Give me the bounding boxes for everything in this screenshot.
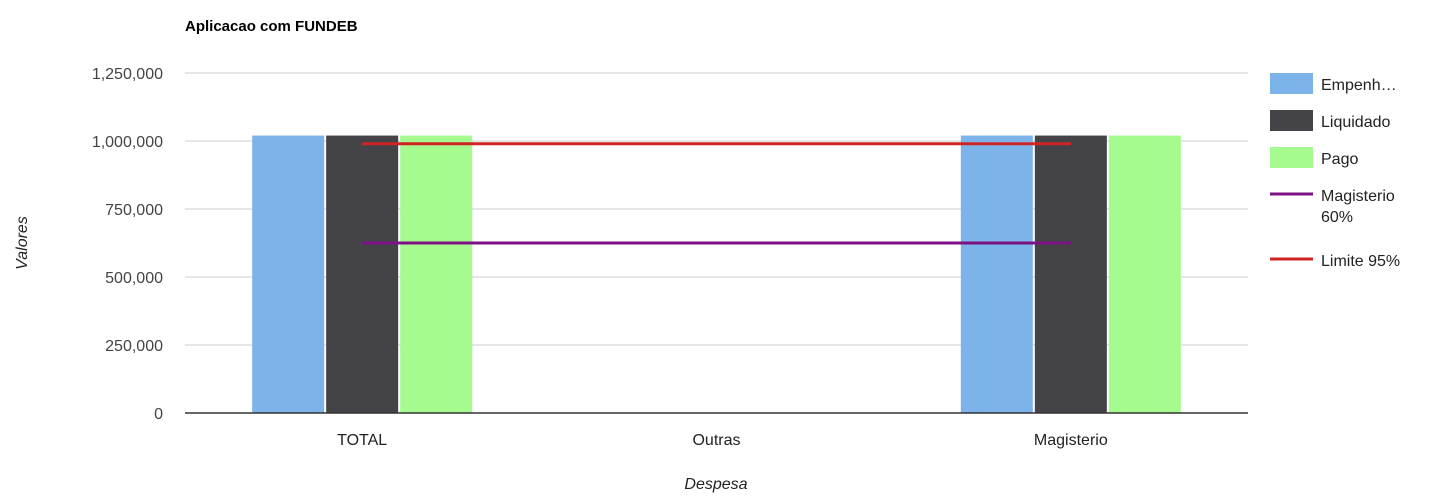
legend-item-0[interactable]: Empenh… (1270, 73, 1397, 94)
reference-lines (362, 142, 1071, 245)
y-tick-label: 500,000 (105, 270, 163, 287)
bars (252, 135, 1181, 413)
y-tick-label: 750,000 (105, 202, 163, 219)
legend-item-1[interactable]: Liquidado (1270, 110, 1391, 131)
legend-label: Pago (1321, 151, 1358, 168)
y-tick-label: 1,000,000 (92, 134, 163, 151)
legend-swatch (1270, 110, 1313, 131)
legend-swatch (1270, 73, 1313, 94)
legend-item-3[interactable]: Magisterio 60% (1270, 188, 1395, 226)
chart-title: Aplicacao com FUNDEB (185, 18, 358, 35)
x-tick-label: Magisterio (1034, 432, 1108, 449)
bar-total-0 (252, 135, 325, 413)
legend-label: 60% (1321, 209, 1353, 226)
legend-label: Limite 95% (1321, 253, 1400, 270)
legend-label: Liquidado (1321, 114, 1391, 131)
x-tick-label: Outras (692, 432, 740, 449)
legend-swatch (1270, 147, 1313, 168)
bar-magisterio-2 (1108, 135, 1181, 413)
bar-magisterio-1 (1034, 135, 1107, 413)
legend-item-4[interactable]: Limite 95% (1270, 253, 1400, 270)
bar-total-2 (400, 135, 473, 413)
x-axis-label: Despesa (684, 476, 747, 493)
y-axis-label: Valores (14, 216, 31, 270)
y-axis-ticks: 0 250,000 500,000 750,000 1,000,000 1,250,000 (92, 66, 163, 423)
y-tick-label: 250,000 (105, 338, 163, 355)
bar-total-1 (326, 135, 399, 413)
legend-item-2[interactable]: Pago (1270, 147, 1358, 168)
legend-label: Magisterio (1321, 188, 1395, 205)
legend-label: Empenh… (1321, 77, 1397, 94)
x-tick-label: TOTAL (337, 432, 387, 449)
x-axis-ticks: TOTAL Outras Magisterio (337, 432, 1108, 449)
legend: Empenh… Liquidado Pago Magisterio 60% Limite … (1270, 73, 1400, 270)
y-tick-label: 1,250,000 (92, 66, 163, 83)
bar-magisterio-0 (960, 135, 1033, 413)
y-tick-label: 0 (154, 406, 163, 423)
